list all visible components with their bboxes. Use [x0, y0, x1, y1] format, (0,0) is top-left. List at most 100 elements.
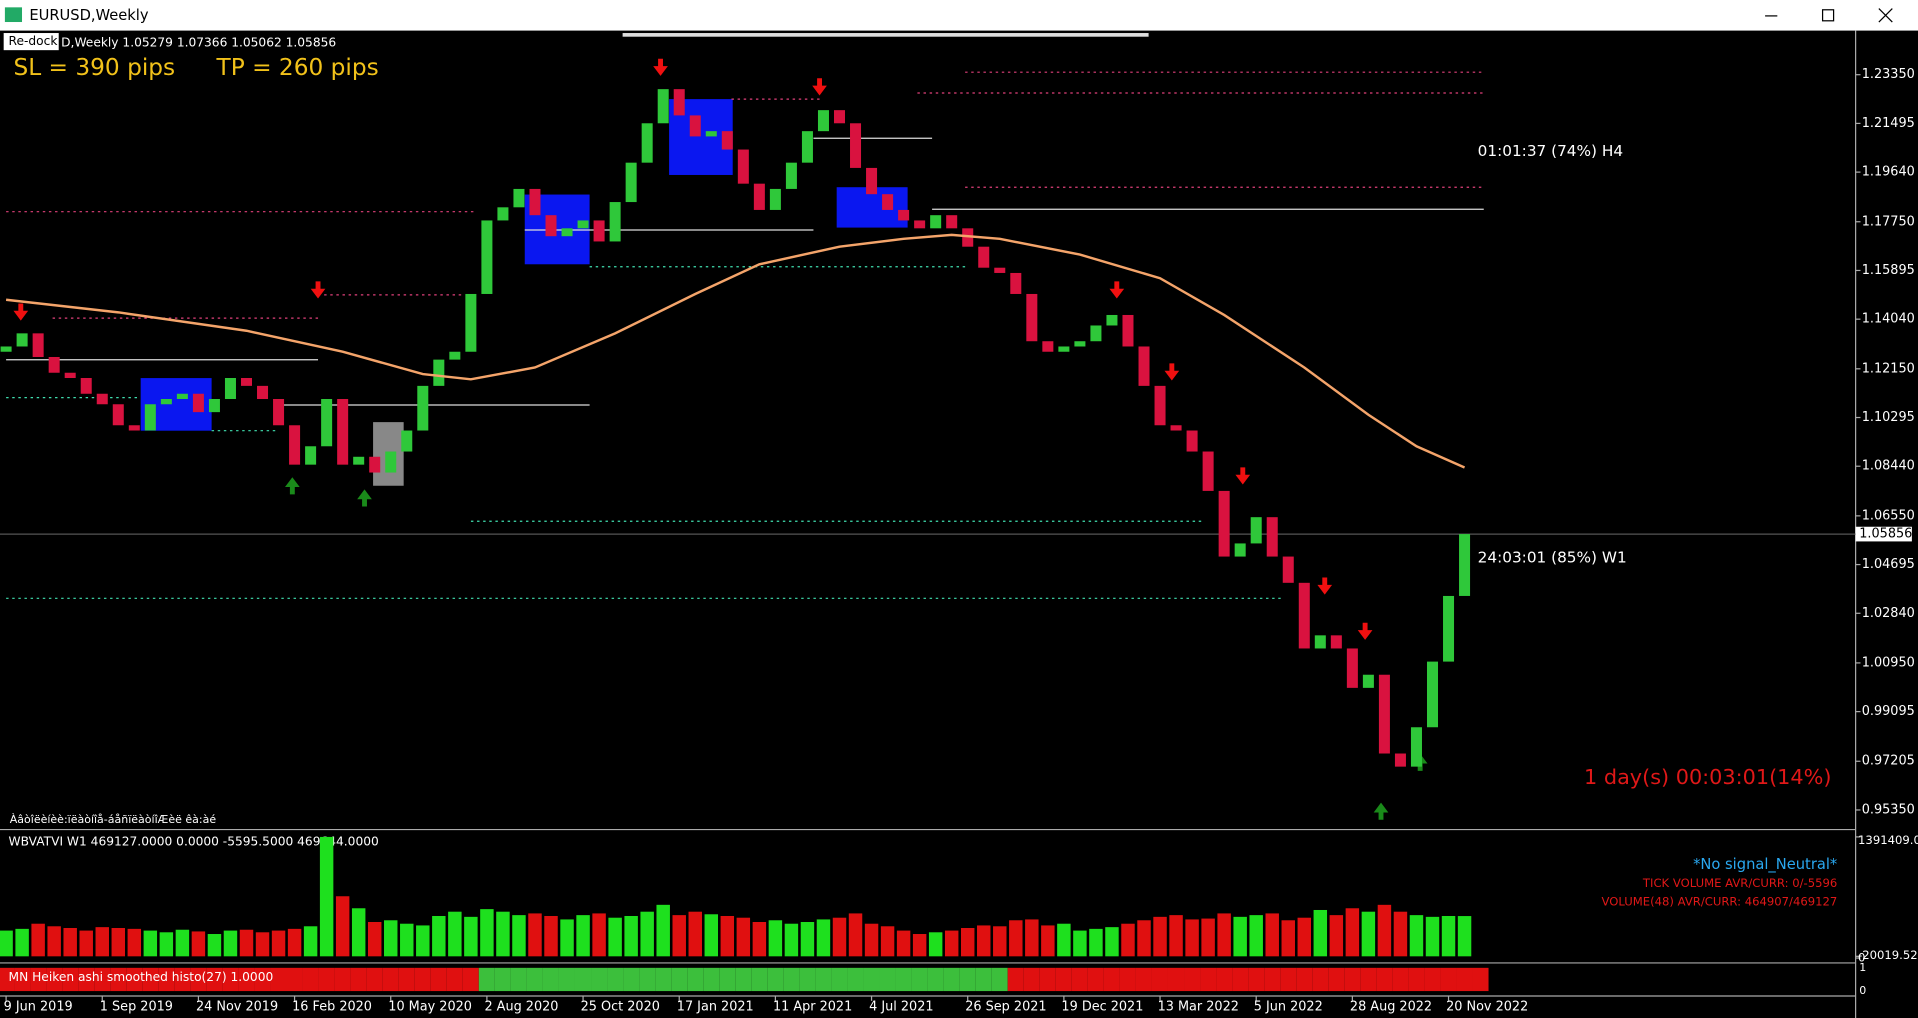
- volume-bar: [1393, 911, 1408, 957]
- volume-bar: [512, 915, 526, 957]
- y-tick-label: 0.99095: [1862, 704, 1915, 719]
- histo-bar: [687, 967, 704, 992]
- histo-bar: [591, 967, 608, 992]
- candle: [801, 131, 813, 163]
- histo-bar: [1264, 967, 1281, 992]
- candle: [1426, 661, 1439, 728]
- re-dock-button[interactable]: [3, 33, 59, 51]
- candle: [16, 333, 28, 347]
- volume-bar: [416, 925, 430, 957]
- histo-bar: [1472, 967, 1489, 992]
- histo-bar: [1007, 967, 1024, 992]
- candle: [833, 110, 846, 124]
- buy-arrow: [1373, 802, 1389, 820]
- volume-bar: [127, 928, 142, 957]
- levels: [6, 71, 1484, 599]
- volume-bar: [95, 927, 109, 957]
- histo-bar: [879, 967, 896, 992]
- signal-text: *No signal_Neutral*: [1693, 856, 1837, 873]
- histo-bar: [1456, 967, 1473, 992]
- candle: [0, 346, 12, 352]
- candle: [48, 356, 60, 373]
- histo-bar: [1360, 967, 1377, 992]
- y-tick-label: 1.10295: [1862, 410, 1915, 425]
- histo-bar: [78, 967, 95, 992]
- histo-bar: [607, 967, 624, 992]
- candle: [866, 167, 878, 195]
- candle: [385, 451, 397, 473]
- buy-arrow: [357, 489, 372, 507]
- volume-bar: [1457, 916, 1472, 957]
- histo-bar: [1039, 967, 1056, 992]
- candle: [673, 89, 685, 116]
- volume-bar: [752, 921, 767, 957]
- volume-bar: [1281, 920, 1295, 957]
- histo-bar: [302, 967, 319, 992]
- volume-bar: [111, 928, 126, 957]
- volume-bar: [15, 928, 29, 957]
- candle: [1122, 314, 1134, 347]
- candle: [1362, 674, 1374, 688]
- histo-bar: [382, 967, 399, 992]
- candle: [737, 149, 749, 184]
- volume-bar: [480, 909, 494, 957]
- marks: 1.23350 1.21495 1.19640 1.17750 1.15895 1.140…: [0, 67, 1918, 1014]
- histo-bar: [623, 967, 640, 992]
- timer-day: 1 day(s) 00:03:01(14%): [1584, 765, 1831, 789]
- volume-bar: [351, 908, 366, 957]
- volume-bar: [1345, 908, 1360, 957]
- histo-bar: [703, 967, 720, 992]
- histo-bar: [1103, 967, 1120, 992]
- candle: [1330, 635, 1342, 649]
- volume-bar: [0, 930, 13, 957]
- histo-bar: [1055, 967, 1072, 992]
- candle: [176, 393, 188, 400]
- histo-bar: [1119, 967, 1136, 992]
- restore-button[interactable]: [1821, 9, 1835, 22]
- volume-bar: [79, 930, 93, 957]
- candle: [1394, 753, 1406, 767]
- volume-bar: [464, 916, 478, 957]
- volume-bar: [960, 928, 975, 957]
- candle: [1443, 595, 1455, 662]
- timer-w1: 24:03:01 (85%) W1: [1478, 548, 1627, 566]
- histo-bar: [815, 967, 832, 992]
- re-dock-label[interactable]: Re-dock: [9, 34, 59, 48]
- candle: [721, 131, 733, 150]
- candle: [144, 404, 156, 431]
- volume-bar: [576, 915, 590, 957]
- candle: [433, 359, 445, 386]
- x-tick-label: 26 Sep 2021: [965, 999, 1046, 1014]
- histo-bar: [222, 967, 239, 992]
- volume-bar: [1025, 919, 1039, 957]
- histo-bar: [975, 967, 992, 992]
- volume-bar: [31, 923, 45, 957]
- volume-bar: [656, 904, 670, 957]
- y-tick-label: 1.21495: [1862, 116, 1915, 131]
- candle: [1010, 272, 1022, 294]
- histo-bar: [927, 967, 944, 992]
- candle: [529, 188, 541, 216]
- y-tick-label: 1.23350: [1862, 67, 1915, 82]
- histo-bar: [1023, 967, 1040, 992]
- y-tick-label: 1.06550: [1862, 508, 1915, 523]
- y-tick-label: 0: [1858, 951, 1865, 965]
- candle: [1298, 582, 1310, 649]
- histo-bar: [767, 967, 784, 992]
- histo-bar: [1408, 967, 1425, 992]
- candle: [1410, 727, 1422, 767]
- histo-bar: [110, 967, 127, 992]
- sell-arrow: [1357, 622, 1373, 640]
- candle: [753, 183, 765, 210]
- candle: [914, 220, 926, 229]
- x-tick-label: 19 Dec 2021: [1061, 999, 1143, 1014]
- histo-bar: [174, 967, 191, 992]
- histo-bar: [1280, 967, 1297, 992]
- chart-header: D,Weekly 1.05279 1.07366 1.05062 1.05856: [61, 35, 336, 49]
- candle: [689, 115, 701, 137]
- candle: [769, 188, 781, 210]
- sell-arrows: [13, 58, 1373, 640]
- x-tick-label: 28 Aug 2022: [1350, 999, 1432, 1014]
- close-button[interactable]: [1878, 8, 1893, 23]
